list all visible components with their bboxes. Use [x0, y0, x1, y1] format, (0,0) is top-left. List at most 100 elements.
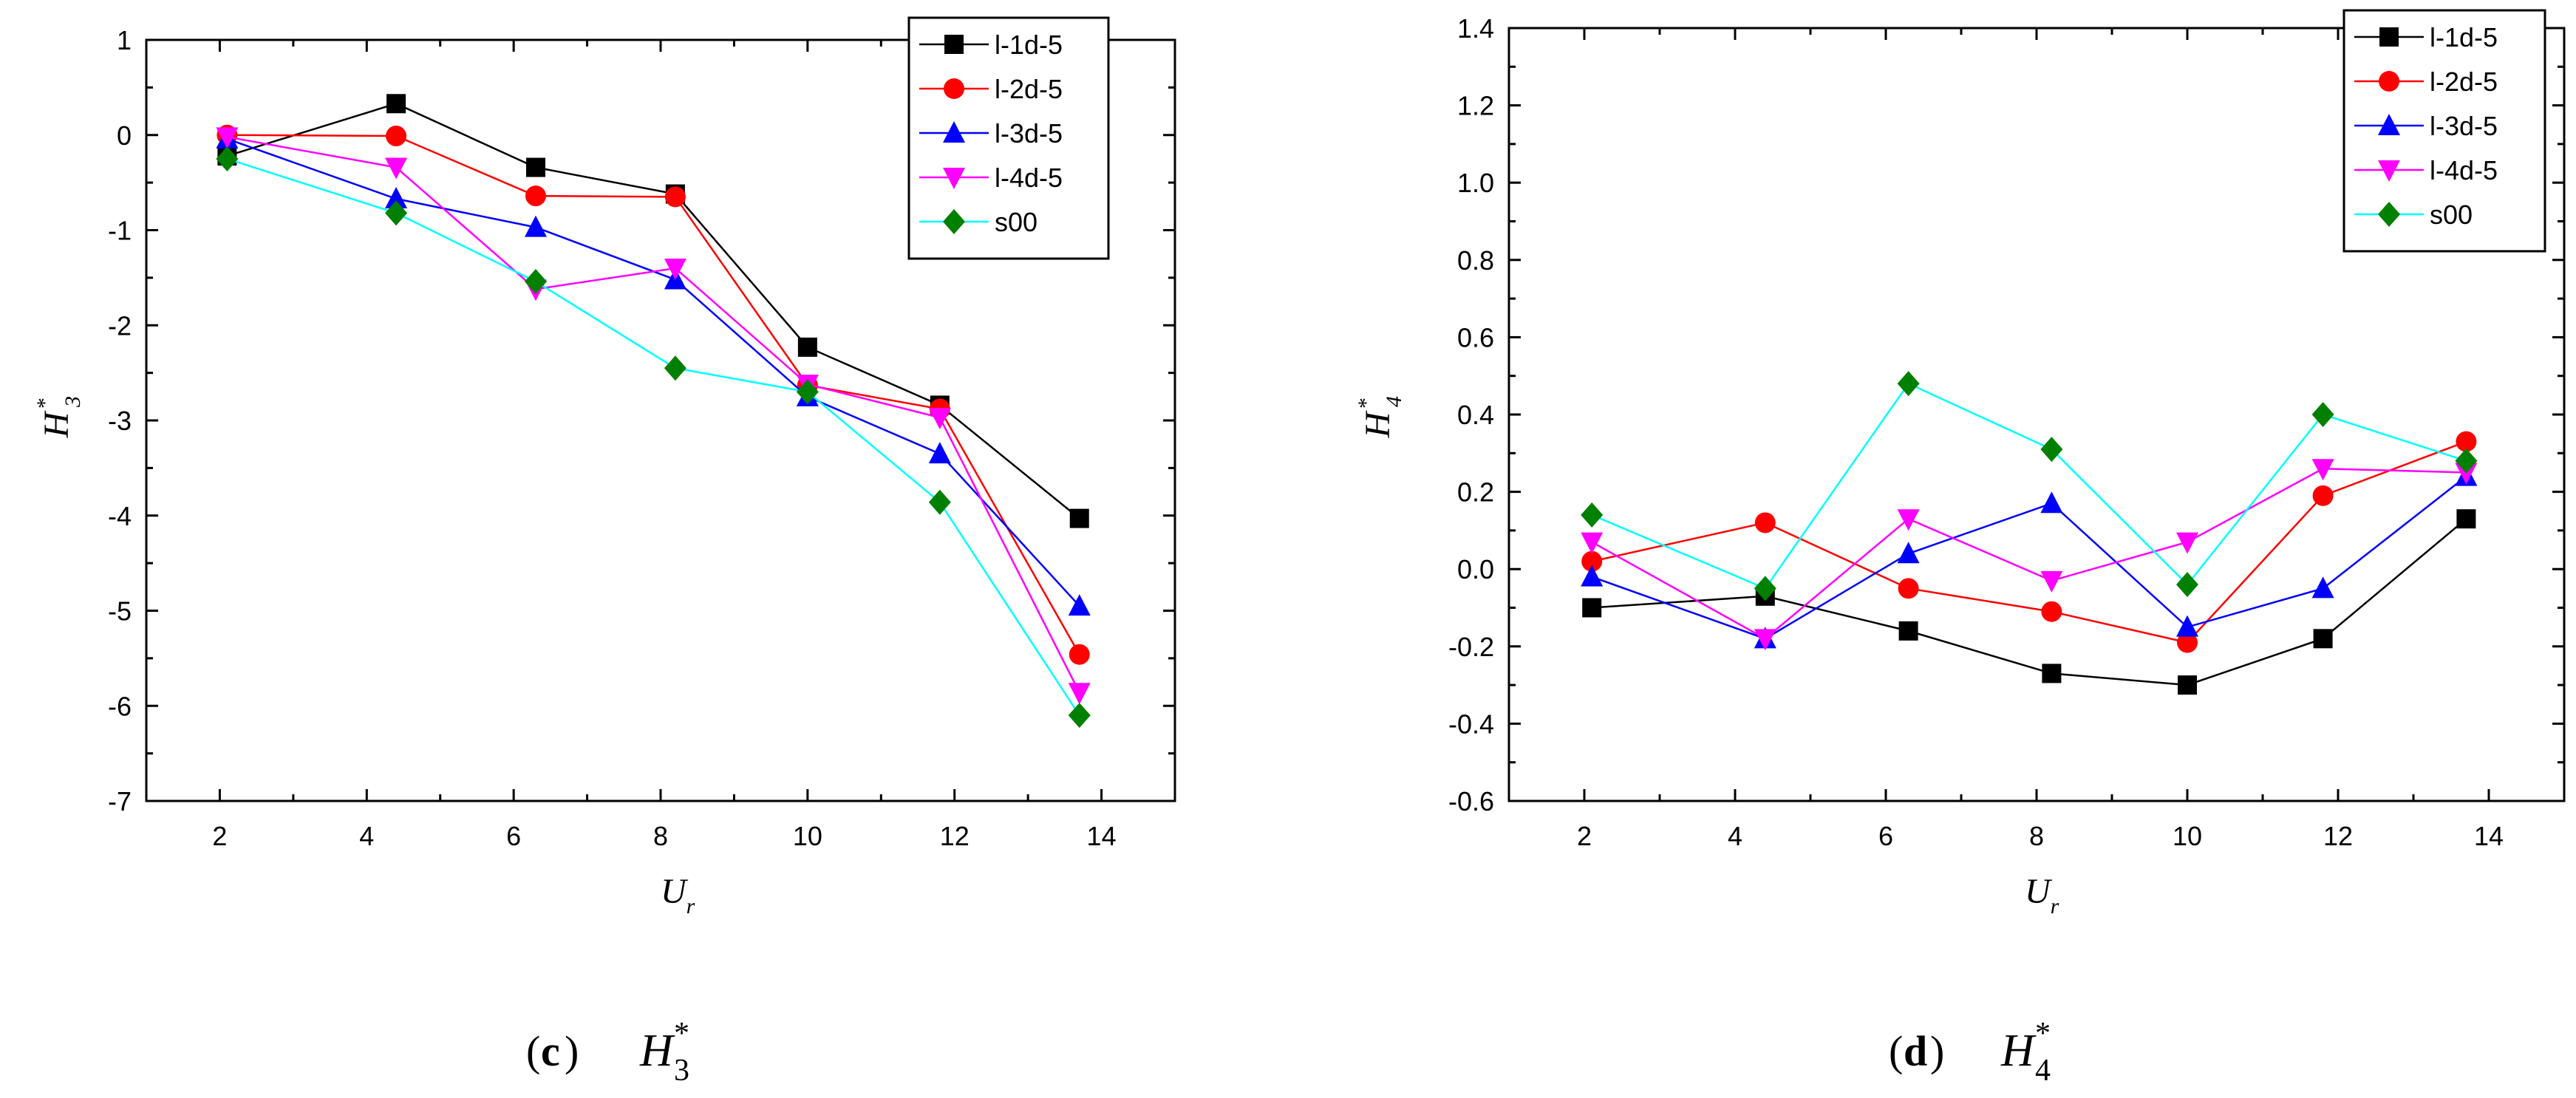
- panel-d-point-l-3d-5: [2311, 576, 2334, 599]
- panel-d-point-s00: [2311, 402, 2334, 427]
- panel-d-x-tick-label: 12: [2323, 821, 2353, 851]
- panel-d-x-tick-label: 6: [1878, 821, 1893, 851]
- panel-d-y-tick-label: 0.6: [1457, 322, 1494, 352]
- panel-c-point-l-3d-5: [1068, 594, 1091, 616]
- panel-c-point-l-4d-5: [664, 259, 686, 280]
- panel-d-series-line-l-1d-5: [1592, 518, 2467, 686]
- panel-d-x-ticks: 2 4 6 8 10 12 14: [1507, 28, 2566, 851]
- panel-c-legend-marker-s00: [943, 209, 965, 234]
- panel-c-point-l-3d-5: [385, 187, 408, 209]
- panel-d-point-s00: [2176, 572, 2198, 598]
- panel-c-point-s00: [928, 489, 951, 515]
- caption-d-subscript: 4: [2035, 1054, 2051, 1088]
- panel-d-series-s00: [1581, 371, 2478, 601]
- caption-d-letter: d: [1904, 1027, 1927, 1075]
- panel-c-point-l-4d-5: [216, 127, 239, 149]
- panel-c-x-tick-label: 12: [940, 821, 970, 851]
- panel-d-legend-marker-l-2d-5: [2379, 71, 2399, 92]
- panel-c-point-l-2d-5: [386, 126, 407, 147]
- caption-c-letter: c: [541, 1027, 560, 1075]
- panel-d-y-tick-label: 1.4: [1457, 13, 1494, 44]
- panel-d-point-l-1d-5: [2042, 664, 2062, 683]
- panel-d-y-tick-label: -0.4: [1448, 709, 1494, 739]
- panel-d-point-l-3d-5: [1897, 542, 1920, 564]
- panel-d-point-l-4d-5: [2455, 463, 2478, 485]
- panel-d-point-l-1d-5: [2313, 629, 2333, 649]
- panel-c-series-s00: [216, 146, 1091, 729]
- panel-c-x-tick-label: 4: [359, 821, 374, 851]
- panel-c-y-tick-label: -1: [108, 216, 132, 246]
- panel-d-legend-label: s00: [2430, 200, 2473, 230]
- panel-d-x-tick-label: 10: [2173, 821, 2202, 851]
- panel-d-y-tick-label: 1.0: [1457, 168, 1494, 198]
- caption-c-open-paren: (: [526, 1027, 540, 1075]
- panel-d-point-s00: [2455, 448, 2478, 474]
- panel-c-point-s00: [385, 200, 408, 226]
- caption-c-subscript: 3: [674, 1054, 689, 1088]
- panel-d-legend-label: l-1d-5: [2430, 22, 2498, 52]
- panel-d-y-axis-symbol: H: [1358, 410, 1397, 438]
- panel-c-x-tick-label: 14: [1087, 821, 1117, 851]
- panel-d-legend-label: l-4d-5: [2430, 155, 2498, 185]
- panel-c-y-axis-subscript: 3: [61, 396, 85, 408]
- panel-c-point-l-1d-5: [525, 157, 545, 177]
- panel-c-chart: 2 4 6 8 10 12 1410-1-2-3-4-5-6-7UrH3*l-1d-5l-2…: [33, 16, 1176, 918]
- panel-c-legend-marker-l-1d-5: [944, 35, 964, 54]
- panel-d-point-l-3d-5: [1581, 565, 1604, 587]
- panel-c-y-tick-label: -6: [108, 691, 132, 721]
- panel-d-point-l-4d-5: [2176, 532, 2198, 554]
- panel-d-point-l-1d-5: [2178, 675, 2197, 695]
- panel-d-y-tick-label: -0.2: [1448, 632, 1494, 662]
- panel-d-x-axis-subscript: r: [2051, 894, 2059, 918]
- panel-c-legend-marker-l-2d-5: [944, 78, 964, 99]
- panel-d-y-axis-subscript: 4: [1382, 396, 1406, 407]
- panel-c-point-s00: [1068, 703, 1091, 729]
- caption-c-superscript: *: [674, 1017, 689, 1051]
- caption-d: ( d ) H 4 *: [1889, 1017, 2051, 1088]
- panel-d-x-tick-label: 14: [2474, 821, 2504, 851]
- panel-d-legend-label: l-2d-5: [2430, 67, 2498, 97]
- panel-c-point-l-4d-5: [1068, 683, 1091, 705]
- panel-c-point-l-2d-5: [664, 186, 686, 208]
- panel-d-series-l-1d-5: [1582, 509, 2476, 695]
- panel-d-point-l-3d-5: [2176, 615, 2198, 637]
- panel-d-point-l-2d-5: [2177, 632, 2198, 653]
- panel-d-x-tick-label: 8: [2029, 821, 2044, 851]
- panel-d-series-group: [1581, 371, 2478, 695]
- panel-c-x-axis-title: Ur: [661, 872, 695, 918]
- panel-c-point-s00: [664, 355, 686, 381]
- panel-c-legend: l-1d-5 l-2d-5 l-3d-5 l-4d-5 s00: [907, 16, 1110, 260]
- panel-c-y-axis-symbol: H: [37, 410, 76, 438]
- panel-d-y-tick-label: 0.4: [1457, 400, 1494, 430]
- panel-d-legend-marker-s00: [2378, 202, 2400, 227]
- panel-d-legend-label: l-3d-5: [2430, 111, 2498, 141]
- panel-d-y-tick-label: -0.6: [1448, 786, 1494, 816]
- panel-c-legend-label: l-1d-5: [995, 30, 1063, 60]
- panel-d-point-l-1d-5: [2456, 509, 2476, 529]
- panel-c-y-tick-label: -5: [108, 596, 132, 627]
- panel-c-y-tick-label: -4: [108, 501, 132, 531]
- panel-d-point-l-1d-5: [1582, 598, 1602, 618]
- panel-d-legend-marker-l-3d-5: [2378, 114, 2400, 135]
- panel-c-point-l-1d-5: [797, 337, 817, 357]
- panel-d-y-axis-title: H 4 *: [1354, 396, 1406, 438]
- panel-d-series-l-4d-5: [1581, 459, 2478, 651]
- panel-d-point-s00: [2040, 437, 2063, 463]
- caption-d-open-paren: (: [1889, 1027, 1903, 1075]
- panel-c-point-l-1d-5: [1069, 508, 1089, 528]
- panel-d-legend-marker-l-4d-5: [2378, 160, 2400, 182]
- panel-c-point-l-2d-5: [525, 185, 546, 207]
- panel-d-point-l-4d-5: [1581, 532, 1604, 554]
- panel-c-legend-label: s00: [995, 207, 1037, 237]
- panel-c-y-axis-superscript: *: [33, 398, 57, 409]
- panel-c-legend-label: l-4d-5: [995, 163, 1063, 193]
- panel-d-legend-marker-l-1d-5: [2379, 27, 2399, 47]
- panel-d-series-line-l-4d-5: [1591, 467, 2467, 640]
- panel-c-x-axis-symbol: U: [661, 872, 689, 911]
- panel-c-x-tick-label: 10: [793, 821, 822, 851]
- panel-d-y-tick-label: 1.2: [1457, 91, 1494, 121]
- panel-c-point-l-3d-5: [928, 442, 951, 464]
- panel-d-point-l-2d-5: [1898, 578, 1919, 599]
- panel-d-series-line-s00: [1591, 382, 2467, 590]
